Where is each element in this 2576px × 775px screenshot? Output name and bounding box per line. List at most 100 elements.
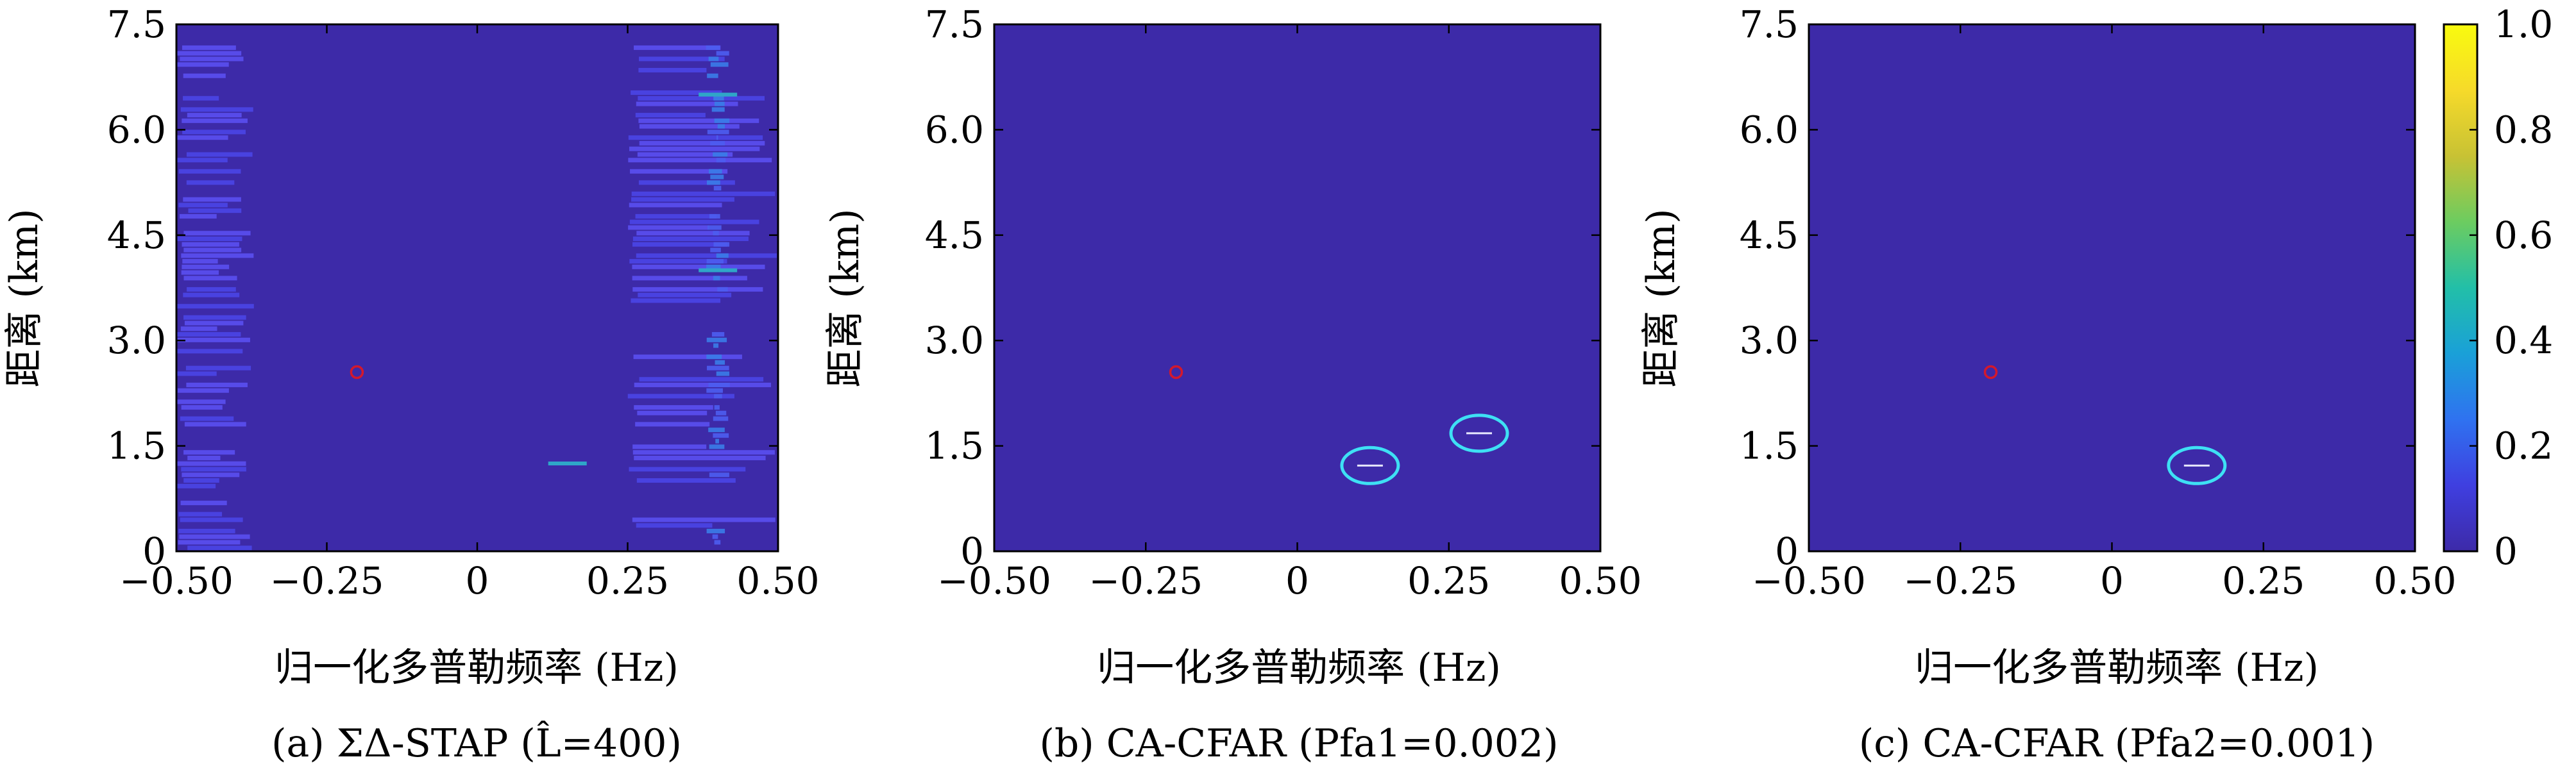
- x-tick-label: 0.50: [1559, 559, 1641, 603]
- clutter-stripe: [635, 213, 717, 219]
- clutter-stripe: [634, 45, 721, 50]
- clutter-stripe: [183, 478, 219, 483]
- clutter-stripe: [709, 472, 729, 478]
- x-tick-label: 0: [2100, 559, 2124, 603]
- clutter-stripe: [708, 169, 722, 174]
- clutter-stripe: [178, 203, 228, 208]
- clutter-stripe: [186, 180, 235, 185]
- clutter-stripe: [713, 276, 720, 281]
- clutter-stripe: [634, 455, 766, 460]
- y-tick-label: 0: [1775, 529, 1799, 573]
- axes-c: −0.50 −0.25 0 0.25 0.50 0 1.5 3.0 4.5 6.0 7.5: [1740, 3, 2457, 603]
- clutter-stripe: [183, 315, 246, 320]
- target-marker: [350, 365, 364, 379]
- clutter-stripe: [183, 96, 219, 101]
- clutter-stripe: [635, 113, 706, 118]
- clutter-stripe: [636, 253, 777, 258]
- detection-point: [2183, 464, 2210, 467]
- clutter-stripe: [706, 388, 723, 393]
- clutter-stripe: [714, 394, 722, 399]
- y-tick-label: 0: [960, 529, 984, 573]
- heatmap-a: [176, 24, 778, 551]
- colorbar-tick-label: 0.6: [2494, 213, 2553, 257]
- clutter-stripe: [639, 124, 740, 129]
- clutter-stripe: [635, 422, 710, 427]
- y-tick-label: 1.5: [925, 424, 984, 468]
- clutter-stripe: [183, 197, 241, 202]
- clutter-stripe: [182, 264, 230, 269]
- clutter-stripe: [716, 371, 730, 376]
- clutter-stripe: [187, 546, 252, 551]
- clutter-stripe: [707, 225, 722, 230]
- caption-b: (b) CA-CFAR (Pfa1=0.002): [1039, 721, 1558, 766]
- x-tick-label: 0.25: [2222, 559, 2305, 603]
- target-marker: [1169, 365, 1183, 379]
- y-tick-label: 4.5: [925, 213, 984, 257]
- clutter-stripe: [182, 242, 239, 247]
- clutter-stripe: [181, 253, 254, 258]
- clutter-stripe: [187, 113, 242, 118]
- clutter-stripe: [716, 253, 729, 258]
- target-marker: [1983, 365, 1998, 379]
- clutter-stripe: [180, 517, 243, 522]
- clutter-stripe: [177, 461, 246, 466]
- clutter-stripe: [176, 236, 242, 242]
- data-point: [699, 268, 738, 272]
- clutter-stripe: [634, 382, 772, 387]
- clutter-stripe: [183, 73, 226, 78]
- colorbar-tick-label: 0.2: [2494, 424, 2553, 468]
- colorbar-gradient: [2443, 23, 2479, 553]
- clutter-stripe: [184, 321, 244, 326]
- colorbar-tick-label: 0.8: [2494, 108, 2553, 151]
- clutter-stripe: [627, 394, 734, 399]
- clutter-stripe: [176, 483, 216, 488]
- clutter-stripe: [714, 405, 720, 410]
- clutter-stripe: [187, 455, 221, 460]
- clutter-stripe: [632, 276, 747, 281]
- clutter-stripe: [714, 101, 725, 106]
- clutter-stripe: [711, 107, 725, 112]
- clutter-stripe: [628, 225, 709, 230]
- heatmap-background: [994, 24, 1600, 551]
- y-tick-label: 3.0: [1740, 319, 1799, 362]
- y-tick-label: 4.5: [107, 213, 166, 257]
- y-tick-label: 7.5: [925, 3, 984, 46]
- clutter-stripe: [712, 534, 718, 539]
- panel-b: −0.50 −0.25 0 0.25 0.50 0 1.5 3.0 4.5 6.0 7.5 距离 (…: [823, 3, 1642, 766]
- clutter-stripe: [176, 371, 217, 376]
- clutter-stripe: [633, 354, 742, 360]
- x-tick-label: 0.25: [586, 559, 669, 603]
- clutter-stripe: [632, 242, 727, 247]
- clutter-stripe: [639, 56, 725, 62]
- heatmap-b: [994, 24, 1600, 551]
- clutter-stripe: [183, 247, 242, 253]
- x-tick-label: −0.25: [1089, 559, 1203, 603]
- clutter-stripe: [638, 96, 765, 101]
- clutter-stripe: [706, 337, 727, 342]
- clutter-stripe: [706, 259, 724, 264]
- clutter-stripe: [709, 213, 720, 219]
- clutter-stripe: [710, 140, 725, 146]
- heatmap-c: [1809, 24, 2415, 551]
- clutter-stripe: [182, 118, 248, 123]
- y-tick-label: 1.5: [1740, 424, 1799, 468]
- xlabel-b: 归一化多普勒频率 (Hz): [1097, 646, 1501, 690]
- clutter-stripe: [706, 528, 725, 533]
- clutter-stripe: [632, 287, 763, 292]
- ylabel-a: 距离 (km): [2, 208, 47, 387]
- clutter-stripe: [179, 213, 217, 219]
- clutter-stripe: [708, 382, 730, 387]
- detection-point: [1357, 464, 1383, 467]
- clutter-stripe: [707, 129, 729, 135]
- clutter-stripe: [629, 203, 722, 208]
- clutter-stripe: [713, 152, 728, 157]
- clutter-stripe: [638, 180, 735, 185]
- y-tick-label: 6.0: [925, 108, 984, 151]
- clutter-stripe: [179, 534, 250, 539]
- clutter-stripe: [637, 152, 733, 157]
- clutter-stripe: [176, 158, 228, 163]
- clutter-stripe: [183, 276, 237, 281]
- clutter-stripe: [713, 242, 730, 247]
- clutter-stripe: [706, 264, 721, 269]
- clutter-stripe: [631, 298, 721, 303]
